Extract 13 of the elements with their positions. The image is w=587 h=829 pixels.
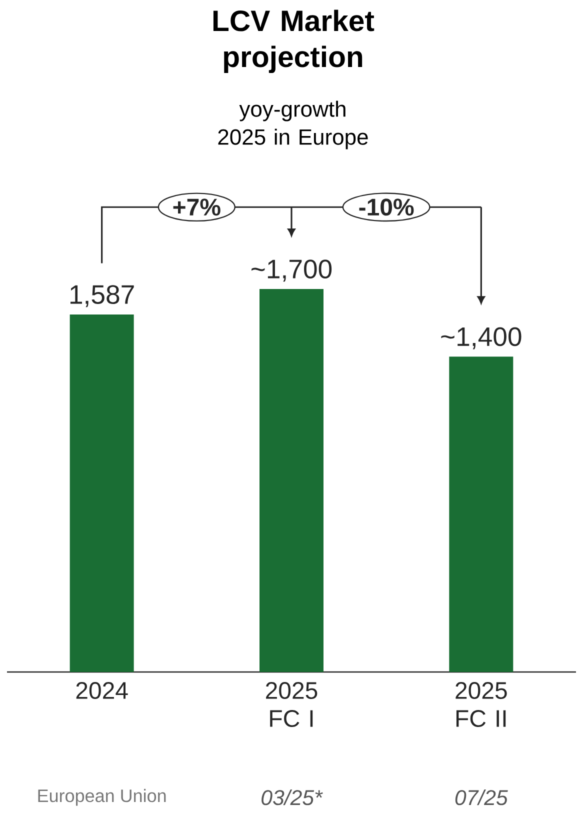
chart-title: LCV Market projection bbox=[213, 10, 374, 74]
x-tick-label: 2025 FC II bbox=[456, 682, 507, 728]
text: +7% bbox=[173, 198, 220, 216]
text: -10% bbox=[359, 198, 414, 216]
data-label: ~1,400 bbox=[441, 327, 522, 350]
data-label: ~1,700 bbox=[252, 260, 332, 282]
text: European Union bbox=[38, 788, 166, 806]
text: 07/25 bbox=[455, 790, 508, 806]
x-tick-label: 2024 bbox=[76, 682, 128, 700]
x-tick-label: 2025 FC I bbox=[266, 682, 318, 728]
text: 03/25* bbox=[262, 790, 323, 806]
data-label: 1,587 bbox=[70, 285, 134, 308]
chart-subtitle: yoy-growth 2025 in Europe bbox=[218, 100, 368, 150]
